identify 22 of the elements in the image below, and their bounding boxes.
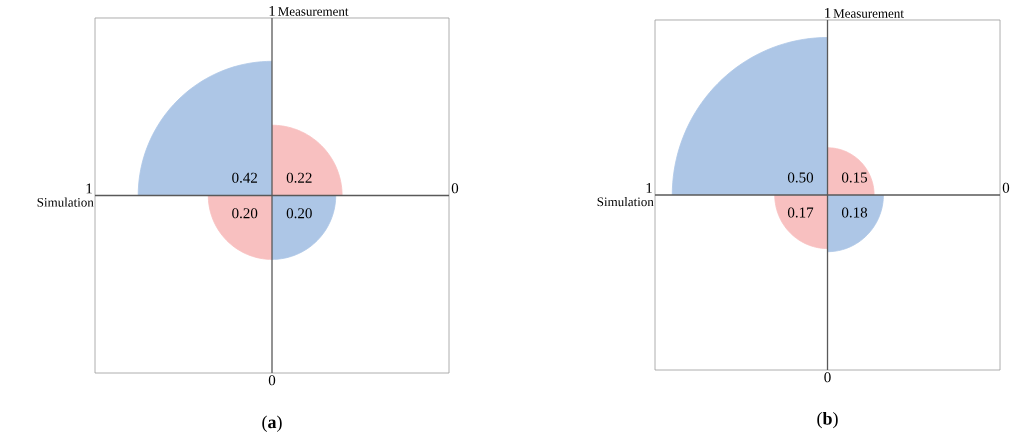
- text: 0: [451, 183, 459, 194]
- text: Measurement: [833, 9, 904, 18]
- data-label: 0.15: [841, 172, 868, 183]
- data-label: 0.50: [787, 172, 814, 183]
- text: 1: [825, 7, 831, 18]
- data-label: 0.42: [232, 172, 258, 183]
- text: Simulation: [37, 197, 94, 207]
- text: 0: [1002, 182, 1010, 193]
- text: 0: [824, 372, 831, 383]
- data-label: 0.20: [232, 208, 258, 219]
- data-label: 0.20: [286, 208, 312, 219]
- data-label: 0.17: [787, 207, 814, 218]
- data-label: 0.22: [286, 172, 312, 183]
- text: 1: [86, 183, 92, 194]
- text: 1: [269, 5, 275, 16]
- text: Simulation: [597, 197, 654, 207]
- text: (a): [262, 415, 282, 432]
- text: Measurement: [278, 7, 349, 16]
- text: 1: [646, 182, 652, 193]
- text: 0: [268, 375, 276, 386]
- data-label: 0.18: [841, 207, 868, 218]
- text: (b): [817, 412, 838, 429]
